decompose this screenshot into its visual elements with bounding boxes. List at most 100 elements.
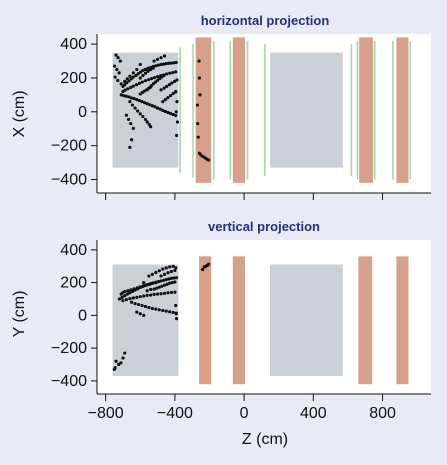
- hit-point: [145, 293, 149, 297]
- y-tick-label: 0: [78, 104, 87, 121]
- hit-point: [124, 298, 129, 302]
- hit-point: [119, 93, 123, 97]
- hit-point: [197, 59, 201, 63]
- y-tick-label: 400: [60, 36, 87, 53]
- hit-point: [126, 87, 130, 91]
- axes-horizontal: [96, 34, 431, 194]
- panel-title-vertical: vertical projection: [208, 219, 320, 234]
- hit-point: [161, 108, 165, 113]
- hit-point: [115, 67, 119, 72]
- detector-regions-horizontal: [112, 37, 409, 183]
- hit-point: [167, 83, 171, 87]
- hit-point: [129, 85, 133, 90]
- hit-point: [164, 62, 168, 66]
- rich-detector-2: [195, 37, 212, 183]
- hit-point: [167, 61, 171, 65]
- hit-point: [135, 295, 139, 299]
- x-ticks-horizontal: [105, 193, 384, 200]
- hit-point: [135, 310, 139, 314]
- hit-point: [153, 105, 157, 109]
- hit-point: [159, 292, 163, 296]
- hit-point: [135, 286, 139, 290]
- hit-point: [159, 62, 163, 67]
- hit-point: [141, 114, 145, 119]
- hit-point: [155, 292, 160, 296]
- hit-point: [148, 282, 152, 286]
- hit-point: [150, 306, 154, 311]
- hit-point: [137, 81, 141, 85]
- hit-point: [143, 71, 148, 75]
- hit-point: [161, 308, 165, 313]
- rich-detector-3: [232, 37, 245, 183]
- hit-point: [127, 95, 131, 99]
- hit-point: [119, 292, 123, 296]
- y-tick-label: −400: [51, 171, 87, 188]
- hit-point: [155, 75, 160, 79]
- hit-point: [128, 100, 132, 104]
- hit-point: [165, 282, 169, 286]
- hit-point: [168, 281, 172, 285]
- hit-point: [136, 109, 140, 113]
- hit-point: [123, 351, 127, 355]
- hit-point: [162, 291, 167, 296]
- detector-regions-vertical: [112, 256, 409, 385]
- hit-point: [128, 291, 132, 295]
- hit-point: [159, 274, 163, 278]
- hit-point: [136, 72, 140, 76]
- hit-point: [112, 367, 116, 372]
- hit-point: [159, 279, 163, 283]
- rich-detector-2: [199, 256, 212, 385]
- hit-point: [168, 111, 173, 116]
- hit-point: [150, 272, 154, 277]
- hit-point: [162, 54, 167, 58]
- hit-point: [168, 71, 172, 75]
- hit-point: [197, 76, 202, 80]
- hit-point: [164, 72, 169, 76]
- hit-point: [123, 83, 127, 87]
- hit-point: [175, 100, 179, 104]
- hit-point: [131, 71, 135, 75]
- hit-point: [152, 292, 156, 296]
- hit-point: [152, 76, 157, 80]
- hit-point: [149, 77, 154, 81]
- hit-point: [141, 284, 145, 288]
- hit-point: [125, 77, 129, 81]
- hit-point: [122, 94, 126, 98]
- hit-point: [161, 267, 165, 271]
- hit-point: [145, 102, 149, 106]
- hit-point: [155, 286, 159, 290]
- hit-point: [162, 283, 167, 287]
- hit-point: [138, 76, 142, 80]
- hit-point: [116, 56, 120, 60]
- y-ticks-horizontal: 400 200 0 −200 −400: [51, 36, 97, 188]
- hit-point: [123, 79, 127, 83]
- hit-point: [145, 289, 149, 293]
- hit-point: [140, 80, 144, 84]
- hit-point: [175, 276, 179, 280]
- hit-point: [142, 294, 146, 298]
- hit-point: [158, 107, 162, 111]
- hit-point: [131, 296, 135, 300]
- hit-point: [159, 88, 163, 92]
- hit-point: [154, 280, 158, 285]
- hit-point: [129, 288, 133, 292]
- hit-point: [198, 93, 202, 97]
- hit-point: [154, 64, 158, 68]
- hit-point: [174, 110, 178, 114]
- hit-point: [131, 75, 135, 79]
- hit-point: [157, 285, 161, 289]
- hit-point: [142, 313, 146, 317]
- hit-point: [145, 120, 149, 124]
- x-axis-label: Z (cm): [242, 431, 288, 448]
- hit-point: [149, 287, 153, 292]
- hit-point: [120, 295, 124, 299]
- y-tick-label: 0: [78, 307, 87, 324]
- hit-point: [136, 302, 141, 307]
- hit-point: [173, 268, 177, 273]
- hit-point: [141, 73, 145, 78]
- y-tick-label: 200: [60, 70, 87, 87]
- hit-point: [139, 70, 143, 74]
- hit-point: [121, 299, 125, 303]
- hit-point: [195, 103, 199, 107]
- hit-point: [156, 280, 161, 284]
